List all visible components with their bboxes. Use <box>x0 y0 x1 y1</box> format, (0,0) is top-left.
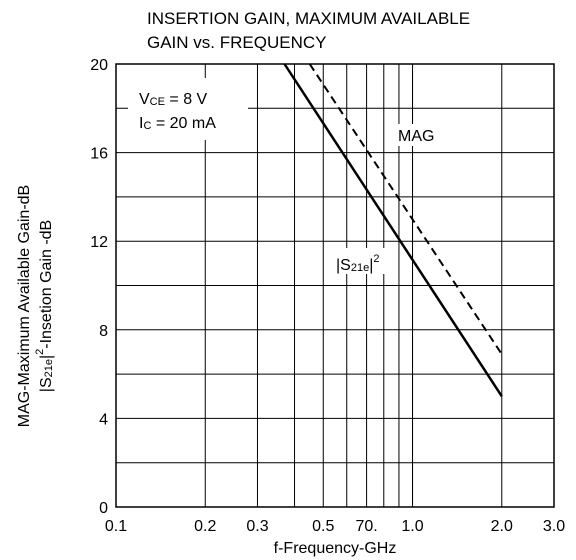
y-axis-label-line2: |S21e|2-Insetion Gain -dB <box>34 220 55 392</box>
x-tick-label: 70. <box>355 518 377 535</box>
plot-frame <box>115 63 555 508</box>
s21-series-label: |S21e|2 <box>336 253 379 274</box>
condition-ic: IC = 20 mA <box>139 115 216 132</box>
x-tick-label: 0.1 <box>105 518 127 535</box>
mag-label-bg <box>394 124 448 146</box>
y-tick-label: 16 <box>90 146 108 163</box>
grid <box>116 64 554 507</box>
chart-title-line1: INSERTION GAIN, MAXIMUM AVAILABLE <box>147 9 470 28</box>
y-tick-label: 8 <box>99 323 108 340</box>
x-tick-labels: 0.1 0.2 0.3 0.5 70. 1.0 2.0 3.0 <box>105 518 565 535</box>
s21-label-bg <box>334 248 392 274</box>
x-tick-label: 3.0 <box>543 518 565 535</box>
x-tick-label: 0.2 <box>194 518 216 535</box>
mag-series-label: MAG <box>398 128 434 145</box>
series-group <box>283 63 503 397</box>
y-tick-label: 0 <box>99 500 108 517</box>
y-axis-label-line1: MAG-Maximum Available Gain-dB <box>16 185 33 427</box>
x-axis-label: f-Frequency-GHz <box>274 540 397 557</box>
y-tick-label: 12 <box>90 234 108 251</box>
chart-title-line2: GAIN vs. FREQUENCY <box>147 33 326 52</box>
y-tick-label: 20 <box>90 57 108 74</box>
x-tick-label: 0.3 <box>246 518 268 535</box>
y-tick-labels: 0 4 8 12 16 20 <box>90 57 108 517</box>
mag-series-line <box>308 63 503 355</box>
conditions-box <box>128 78 248 140</box>
x-tick-label: 2.0 <box>491 518 513 535</box>
x-tick-label: 1.0 <box>401 518 423 535</box>
condition-vce: VCE = 8 V <box>139 91 208 108</box>
x-tick-label: 0.5 <box>312 518 334 535</box>
s21-series-line <box>283 63 503 397</box>
y-tick-label: 4 <box>99 411 108 428</box>
